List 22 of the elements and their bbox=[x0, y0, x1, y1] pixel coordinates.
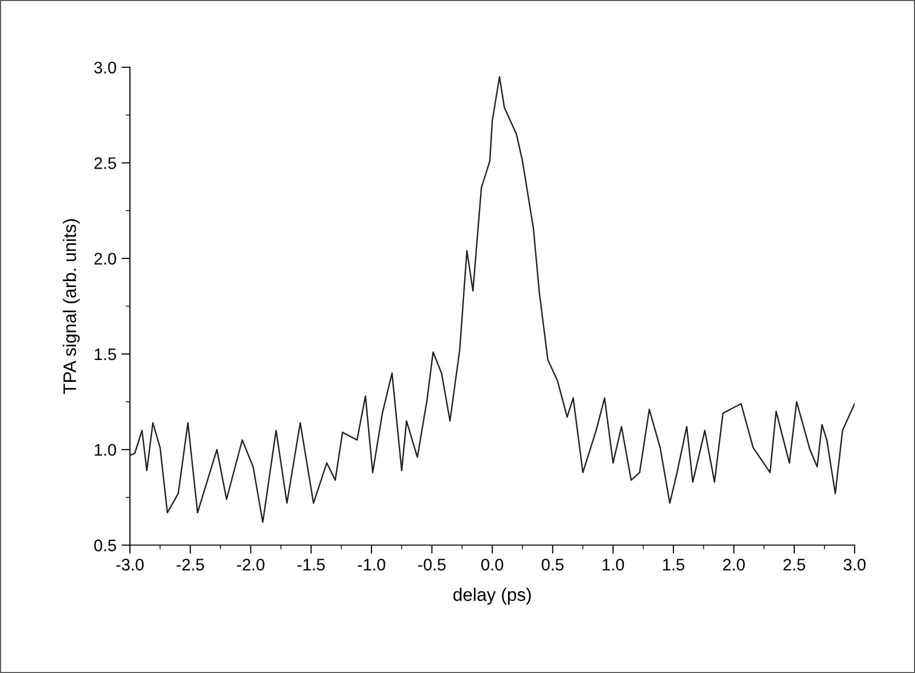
x-tick-label: -3.0 bbox=[116, 558, 144, 571]
x-tick-label: 1.5 bbox=[663, 558, 684, 571]
y-tick-label: 1.0 bbox=[94, 444, 116, 456]
y-tick-label: 3.0 bbox=[94, 62, 116, 74]
x-tick-label: 0.5 bbox=[542, 558, 564, 571]
x-tick-label: -2.0 bbox=[237, 558, 264, 571]
y-tick-label: 1.5 bbox=[94, 348, 116, 360]
x-tick-label: -0.5 bbox=[418, 558, 446, 571]
x-tick-label: -1.0 bbox=[358, 558, 386, 571]
x-tick-label: 3.0 bbox=[844, 558, 866, 571]
y-axis-title: TPA signal (arb. units) bbox=[62, 219, 80, 394]
x-axis-title: delay (ps) bbox=[453, 588, 531, 605]
line-series bbox=[130, 76, 855, 523]
x-tick-label: -1.5 bbox=[297, 558, 325, 571]
y-tick-label: 2.5 bbox=[94, 157, 116, 170]
y-tick-label: 2.0 bbox=[94, 252, 116, 265]
y-tick-label: 0.5 bbox=[94, 540, 116, 552]
x-tick-label: 2.0 bbox=[723, 558, 745, 571]
x-tick-label: 2.5 bbox=[783, 558, 806, 571]
x-tick-label: -2.5 bbox=[176, 558, 204, 571]
x-tick-label: 1.0 bbox=[602, 558, 624, 571]
x-tick-label: 0.0 bbox=[481, 558, 504, 571]
